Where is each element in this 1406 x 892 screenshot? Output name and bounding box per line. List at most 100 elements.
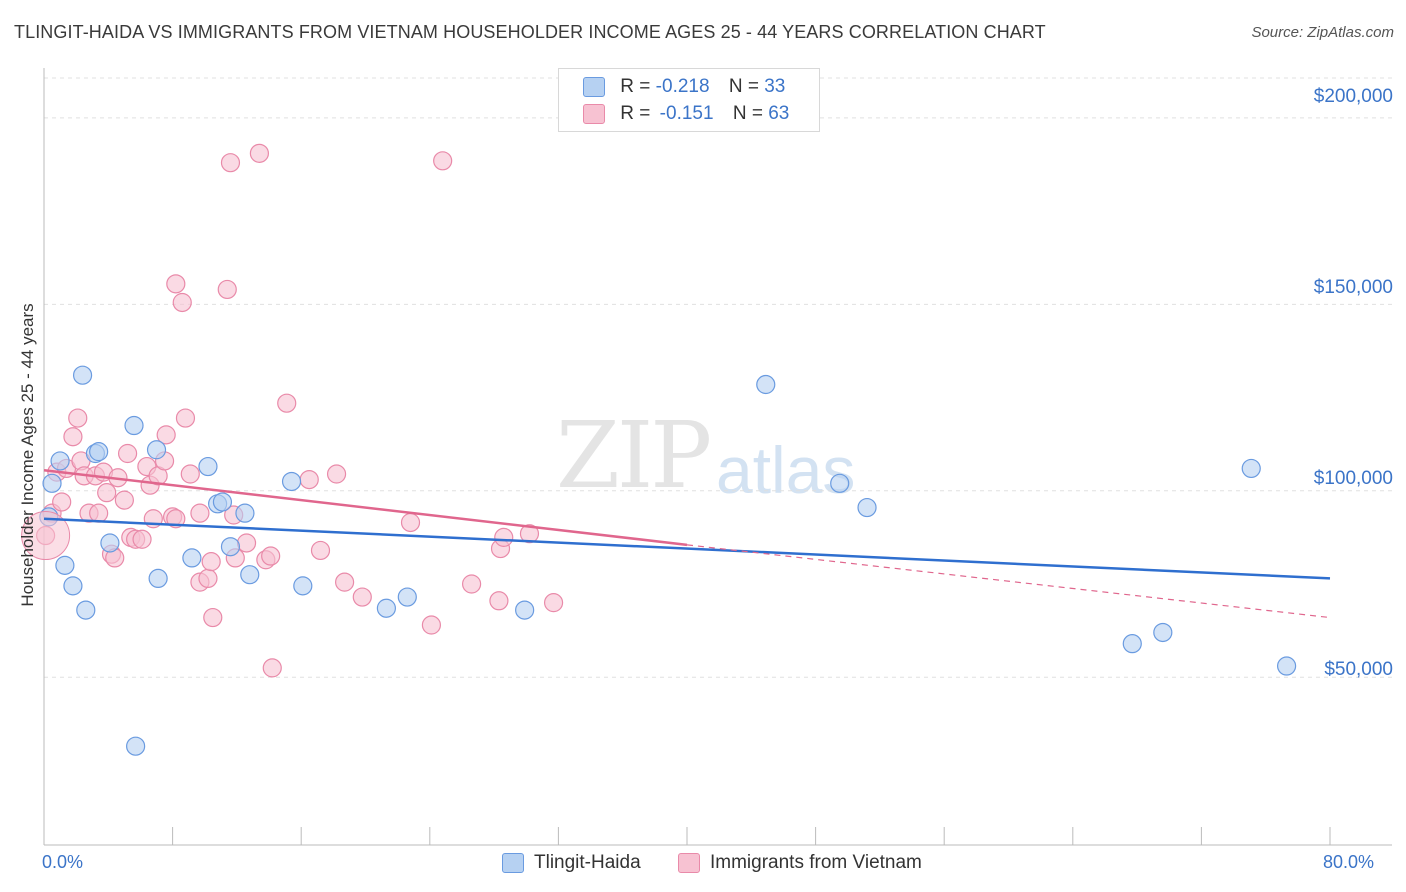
- vietnam-point: [63, 427, 83, 447]
- vietnam-point: [97, 483, 117, 503]
- vietnam-point: [299, 470, 319, 490]
- y-tick-label-200000: $200,000: [1313, 86, 1393, 107]
- legend-r-value-1: -0.218: [655, 76, 710, 97]
- tlingit-point: [126, 736, 146, 756]
- vietnam-point: [543, 593, 564, 613]
- tlingit-point: [182, 548, 202, 568]
- vietnam-point: [519, 524, 540, 544]
- vietnam-point: [180, 464, 200, 484]
- tlingit-point: [1153, 622, 1173, 643]
- vietnam-point: [433, 151, 453, 171]
- legend-swatch-pink: [583, 103, 605, 124]
- vietnam-point: [203, 607, 223, 628]
- x-tick-label-max: 80.0%: [1323, 852, 1375, 872]
- tlingit-point: [42, 473, 62, 493]
- tlingit-point: [100, 533, 120, 553]
- vietnam-point-large: [21, 511, 71, 561]
- vietnam-point: [489, 591, 509, 611]
- vietnam-point: [166, 509, 186, 529]
- tlingit-point: [50, 451, 70, 471]
- vietnam-point: [132, 529, 152, 549]
- vietnam-point: [352, 587, 372, 607]
- bottom-legend-label-vietnam: Immigrants from Vietnam: [710, 852, 922, 873]
- vietnam-point: [156, 425, 176, 445]
- bottom-legend-vietnam: Immigrants from Vietnam: [678, 852, 922, 874]
- tlingit-point: [148, 568, 168, 589]
- vietnam-point: [201, 552, 221, 572]
- y-tick-label-100000: $100,000: [1313, 468, 1393, 489]
- legend-r-label: R =: [620, 76, 651, 97]
- vietnam-point: [220, 153, 241, 173]
- vietnam-trend-line: [43, 469, 688, 547]
- tlingit-point: [235, 503, 255, 523]
- tlingit-point: [63, 576, 83, 596]
- tlingit-point: [1241, 458, 1261, 479]
- tlingit-point: [146, 440, 167, 460]
- bottom-legend-swatch-pink: [678, 852, 700, 873]
- legend-n-label: N =: [728, 76, 759, 97]
- bottom-legend-swatch-blue: [502, 852, 524, 873]
- vietnam-point: [421, 615, 442, 635]
- legend-n-value-1: 33: [764, 76, 786, 97]
- tlingit-point: [1122, 634, 1142, 654]
- legend-n-label: N =: [732, 103, 763, 124]
- vietnam-point: [236, 533, 257, 553]
- watermark-atlas: atlas: [716, 433, 856, 507]
- tlingit-point: [397, 587, 417, 607]
- vietnam-point: [217, 279, 237, 300]
- legend-r-label: R =: [620, 103, 651, 124]
- source-label: Source: ZipAtlas.com: [1251, 24, 1394, 41]
- tlingit-point: [281, 471, 302, 492]
- vietnam-point: [117, 443, 138, 464]
- bottom-legend-label-tlingit: Tlingit-Haida: [534, 852, 641, 873]
- vietnam-point: [262, 658, 282, 678]
- vietnam-point: [261, 546, 281, 566]
- tlingit-point: [857, 497, 877, 518]
- tlingit-point: [198, 456, 218, 477]
- tlingit-point: [76, 600, 96, 620]
- vietnam-point: [172, 292, 192, 313]
- tlingit-point: [72, 365, 93, 385]
- vietnam-point: [335, 572, 355, 592]
- tlingit-point: [1276, 656, 1297, 676]
- vietnam-point: [326, 464, 347, 484]
- vietnam-point: [190, 503, 210, 523]
- vietnam-point: [166, 274, 186, 294]
- vietnam-point: [175, 408, 196, 428]
- vietnam-point: [461, 574, 482, 594]
- vietnam-point: [494, 527, 514, 547]
- vietnam-point: [277, 393, 297, 413]
- tlingit-point: [212, 492, 233, 512]
- y-tick-label-50000: $50,000: [1324, 659, 1393, 680]
- legend-row-tlingit: R = -0.218 N = 33: [583, 76, 785, 100]
- vietnam-point: [89, 503, 109, 523]
- legend-box: R = -0.218 N = 33 R = -0.151 N = 63: [558, 68, 820, 132]
- legend-r-value-2: -0.151: [659, 103, 714, 124]
- vietnam-point: [310, 540, 331, 561]
- tlingit-point: [830, 473, 850, 493]
- tlingit-trend-line: [43, 517, 1331, 580]
- legend-n-value-2: 63: [768, 103, 790, 124]
- tlingit-point: [89, 442, 109, 462]
- tlingit-point: [240, 565, 260, 585]
- legend-row-vietnam: R = -0.151 N = 63: [583, 103, 789, 127]
- bottom-legend-tlingit: Tlingit-Haida: [502, 852, 641, 874]
- tlingit-point: [293, 576, 313, 596]
- tlingit-point: [376, 598, 396, 618]
- y-axis-label: Householder Income Ages 25 - 44 years: [18, 303, 37, 607]
- vietnam-point: [68, 408, 88, 428]
- y-tick-label-150000: $150,000: [1313, 277, 1393, 298]
- tlingit-point: [756, 374, 776, 395]
- vietnam-point: [400, 512, 421, 533]
- tlingit-point: [515, 600, 535, 620]
- legend-swatch-blue: [583, 76, 605, 97]
- chart-title: TLINGIT-HAIDA VS IMMIGRANTS FROM VIETNAM…: [14, 22, 1046, 42]
- vietnam-point: [198, 568, 218, 589]
- vietnam-point: [249, 143, 270, 163]
- tlingit-point: [55, 555, 75, 575]
- vietnam-point: [52, 492, 72, 512]
- x-tick-label-min: 0.0%: [42, 852, 84, 872]
- vietnam-trend-line-extrapolated: [686, 544, 1331, 619]
- tlingit-point: [124, 415, 144, 436]
